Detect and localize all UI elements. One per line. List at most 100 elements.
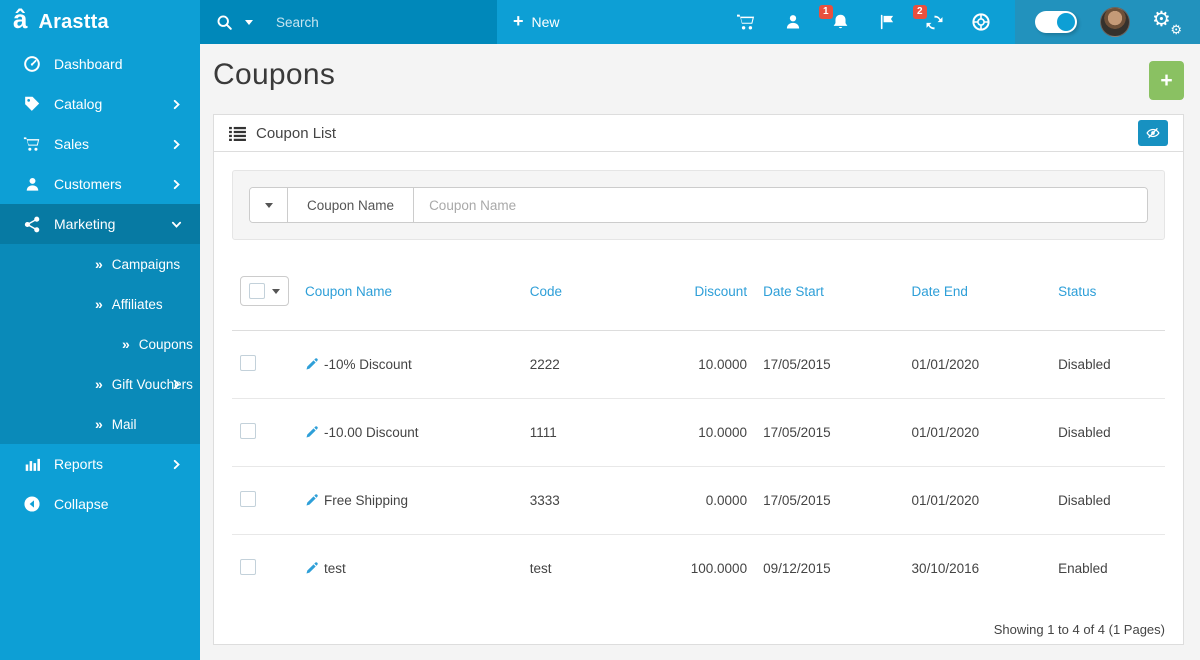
sidebar-item-customers[interactable]: Customers [0, 164, 200, 204]
list-icon [229, 126, 246, 141]
table-row: -10% Discount 2222 10.0000 17/05/2015 01… [232, 331, 1165, 399]
user-icon [22, 176, 42, 193]
main-content: Coupons + Coupon List Coupon Name [200, 44, 1200, 660]
edit-pencil-icon[interactable] [305, 494, 318, 507]
caret-down-icon [272, 288, 280, 294]
sidebar-item-dashboard[interactable]: Dashboard [0, 44, 200, 84]
coupon-code: 1111 [521, 398, 670, 467]
new-button-label: New [531, 14, 560, 30]
coupon-status: Disabled [1058, 357, 1111, 372]
sidebar-label: Reports [54, 456, 104, 472]
double-angle-icon: » [95, 376, 103, 392]
chevron-right-icon [171, 139, 182, 150]
chevron-right-icon [171, 459, 182, 470]
sync-badge: 2 [913, 5, 927, 19]
coupon-status: Disabled [1050, 466, 1165, 535]
filter-field-dropdown[interactable] [250, 188, 288, 222]
sidebar-label: Marketing [54, 216, 116, 232]
coupon-date-start: 09/12/2015 [755, 534, 904, 602]
sidebar-item-collapse[interactable]: Collapse [0, 484, 200, 524]
row-checkbox[interactable] [240, 491, 256, 507]
edit-pencil-icon[interactable] [305, 562, 318, 575]
sidebar-subitem-gift-vouchers[interactable]: » Gift Vouchers [0, 364, 200, 404]
refresh-sync-icon[interactable]: 2 [913, 5, 944, 32]
marketing-submenu: » Campaigns » Affiliates » Coupons » Gif… [0, 244, 200, 444]
sidebar-sublabel: Coupons [138, 336, 193, 352]
coupon-code: 2222 [529, 357, 560, 372]
coupon-date-start: 17/05/2015 [755, 466, 904, 535]
bar-chart-icon [22, 456, 42, 473]
filter-input-group: Coupon Name [249, 187, 1148, 223]
sidebar-subitem-campaigns[interactable]: » Campaigns [0, 244, 200, 284]
column-header-date-end[interactable]: Date End [903, 270, 1051, 331]
coupon-status: Disabled [1050, 398, 1165, 467]
row-checkbox[interactable] [240, 559, 256, 575]
select-all-dropdown[interactable] [240, 276, 289, 306]
column-header-coupon-name[interactable]: Coupon Name [297, 270, 522, 331]
collapse-circle-left-icon [22, 495, 42, 513]
toggle-filter-button[interactable] [1138, 120, 1168, 146]
double-angle-icon: » [122, 336, 130, 352]
select-all-checkbox[interactable] [249, 283, 265, 299]
store-toggle[interactable] [1035, 11, 1077, 33]
sidebar-subitem-coupons[interactable]: » Coupons [0, 324, 200, 364]
coupon-date-start: 17/05/2015 [763, 357, 831, 372]
panel-body: Coupon Name [214, 152, 1183, 655]
coupon-list-panel: Coupon List Coupon Name [213, 114, 1184, 645]
edit-pencil-icon[interactable] [305, 358, 318, 371]
column-header-date-start[interactable]: Date Start [755, 270, 904, 331]
toggle-knob [1057, 13, 1075, 31]
search-scope-caret-icon[interactable] [245, 19, 253, 25]
flag-icon[interactable] [877, 12, 897, 32]
pagination-summary: Showing 1 to 4 of 4 (1 Pages) [993, 622, 1165, 637]
sidebar-sublabel: Gift Vouchers [111, 376, 193, 392]
notifications-bell-icon[interactable]: 1 [819, 5, 850, 32]
sidebar-label: Collapse [54, 496, 109, 512]
table-row: test test 100.0000 09/12/2015 30/10/2016… [232, 534, 1165, 602]
search-icon[interactable] [216, 14, 233, 31]
sidebar-item-sales[interactable]: Sales [0, 124, 200, 164]
sidebar-subitem-affiliates[interactable]: » Affiliates [0, 284, 200, 324]
column-header-discount[interactable]: Discount [669, 270, 756, 331]
global-search [200, 0, 497, 44]
topbar-middle: + New 1 2 [497, 0, 1015, 44]
new-button[interactable]: + New [513, 11, 560, 31]
coupon-name[interactable]: test [324, 561, 346, 576]
column-header-status[interactable]: Status [1050, 270, 1165, 331]
brand-name: Arastta [38, 10, 109, 33]
gauge-icon [22, 55, 42, 73]
coupon-date-end: 01/01/2020 [911, 357, 980, 372]
sidebar-item-marketing[interactable]: Marketing [0, 204, 200, 244]
row-checkbox[interactable] [240, 355, 256, 371]
sidebar-item-catalog[interactable]: Catalog [0, 84, 200, 124]
coupon-code: test [521, 534, 670, 602]
sidebar-subitem-mail[interactable]: » Mail [0, 404, 200, 444]
filter-well: Coupon Name [232, 170, 1165, 240]
topbar: â Arastta + New 1 [0, 0, 1200, 44]
coupon-name[interactable]: -10% Discount [324, 357, 412, 372]
chevron-right-icon [171, 179, 182, 190]
coupon-discount: 10.0000 [698, 357, 748, 372]
column-header-code[interactable]: Code [521, 270, 670, 331]
coupon-name[interactable]: -10.00 Discount [324, 425, 419, 440]
plus-icon: + [513, 11, 524, 31]
filter-value-input[interactable] [414, 188, 1147, 222]
search-input[interactable] [276, 14, 481, 30]
table-row: Free Shipping 3333 0.0000 17/05/2015 01/… [232, 466, 1165, 535]
add-coupon-button[interactable]: + [1149, 61, 1184, 100]
sidebar-label: Catalog [54, 96, 103, 112]
user-account-icon[interactable] [783, 12, 803, 32]
row-checkbox[interactable] [240, 423, 256, 439]
settings-gears-icon[interactable]: ⚙ ⚙ [1152, 8, 1182, 37]
coupon-name[interactable]: Free Shipping [324, 493, 409, 508]
notifications-badge: 1 [819, 5, 833, 19]
coupons-table: Coupon Name Code Discount Date Start Dat… [232, 270, 1165, 602]
support-lifering-icon[interactable] [971, 12, 991, 32]
edit-pencil-icon[interactable] [305, 426, 318, 439]
brand[interactable]: â Arastta [0, 0, 200, 44]
table-header-row: Coupon Name Code Discount Date Start Dat… [232, 270, 1165, 331]
user-avatar[interactable] [1099, 7, 1130, 37]
table-row: -10.00 Discount 1111 10.0000 17/05/2015 … [232, 398, 1165, 467]
sidebar-item-reports[interactable]: Reports [0, 444, 200, 484]
storefront-cart-icon[interactable] [736, 12, 756, 32]
